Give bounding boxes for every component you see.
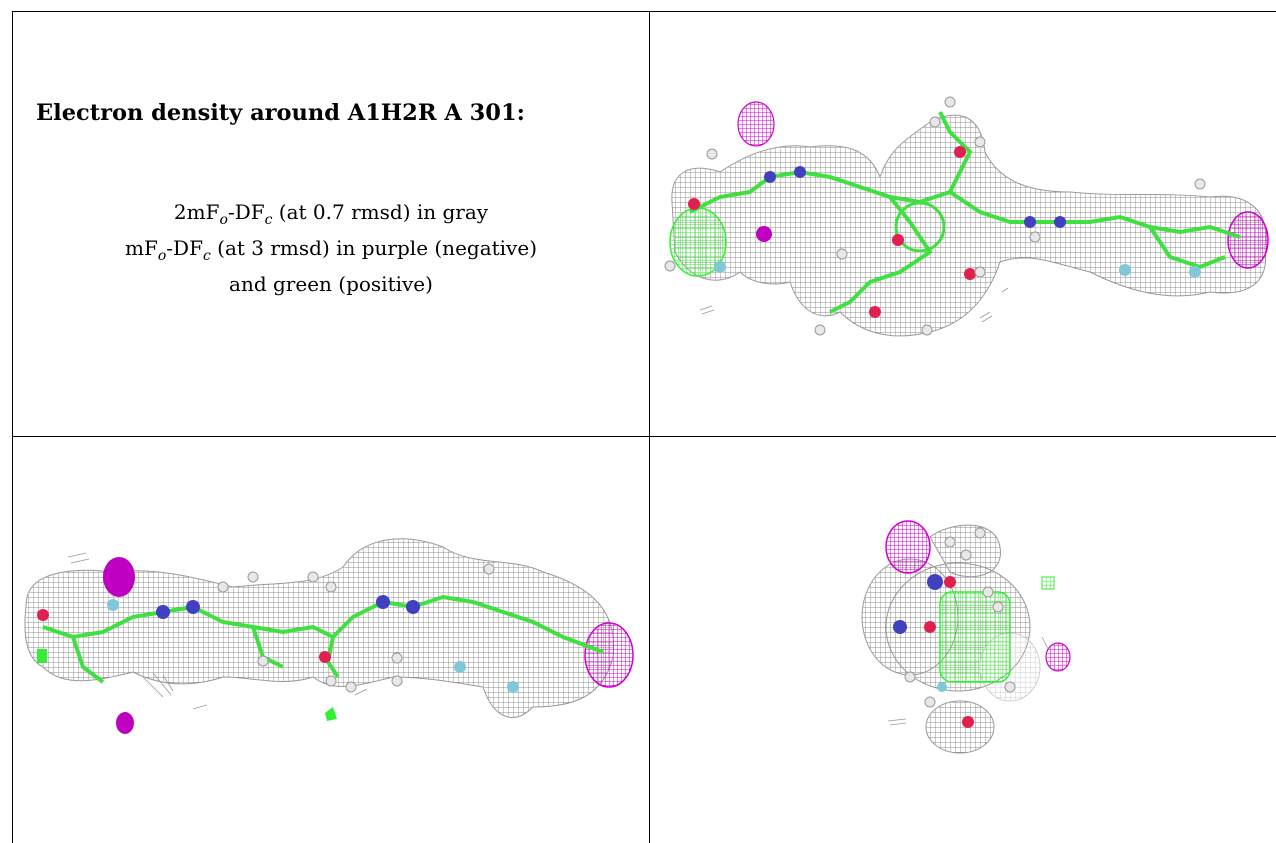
atoms xyxy=(664,96,1206,336)
table-center-divider xyxy=(649,11,650,843)
positive-density-green xyxy=(37,649,337,721)
table-middle-rule xyxy=(12,436,1276,437)
density-view-bottom-right xyxy=(650,437,1276,843)
density-view-bottom-left xyxy=(13,437,649,843)
ball-and-stick-model xyxy=(689,111,1241,314)
stray-mesh-fragments xyxy=(67,552,368,710)
page-title: Electron density around A1H2R A 301: xyxy=(36,100,525,126)
atoms xyxy=(37,563,519,693)
legend-line-positive: and green (positive) xyxy=(229,272,433,296)
density-image-3 xyxy=(861,520,1071,754)
legend-line-mfo: mFo-DFc (at 3 rmsd) in purple (negative) xyxy=(125,236,537,264)
density-image-2 xyxy=(24,538,634,734)
density-view-top-right xyxy=(650,12,1276,436)
table-top-border xyxy=(12,11,1276,12)
negative-density-purple xyxy=(885,520,1071,672)
atoms xyxy=(893,527,1016,728)
negative-density-purple xyxy=(737,101,1269,269)
legend-line-2mfo: 2mFo-DFc (at 0.7 rmsd) in gray xyxy=(173,200,489,228)
density-image-1 xyxy=(664,96,1269,337)
negative-density-purple xyxy=(103,557,634,734)
table-left-border xyxy=(12,11,13,843)
caption-cell: Electron density around A1H2R A 301: 2mF… xyxy=(13,12,649,436)
density-legend: 2mFo-DFc (at 0.7 rmsd) in gray mFo-DFc (… xyxy=(13,198,649,298)
stray-mesh-fragments xyxy=(699,258,1009,323)
stray-mesh-fragments xyxy=(887,636,1049,726)
positive-density-green xyxy=(939,576,1055,683)
